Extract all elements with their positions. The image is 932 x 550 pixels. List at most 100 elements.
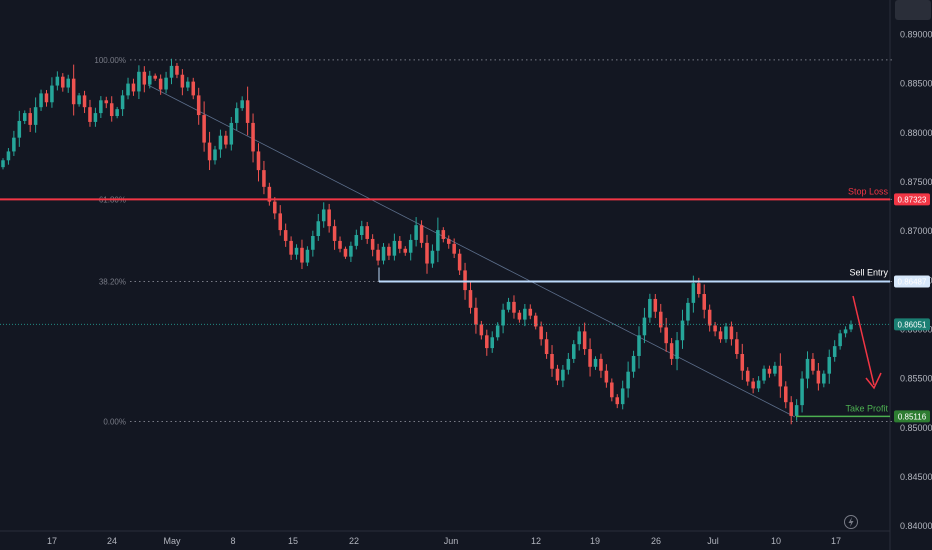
candle-body [262, 170, 266, 187]
candle-body [349, 245, 353, 257]
candle-body [572, 344, 576, 359]
candle-body [39, 93, 43, 108]
candle-body [175, 65, 179, 75]
trend-line-segment[interactable] [147, 84, 796, 418]
candle-body [620, 388, 625, 405]
forecast-arrow[interactable] [852, 295, 882, 390]
candle-body [528, 308, 533, 316]
candle-body [354, 235, 359, 246]
candle-body [490, 337, 494, 349]
candle-body [403, 248, 408, 253]
candle-body [832, 346, 837, 357]
candle-body [784, 386, 788, 403]
price-tick-label: 0.87500 [900, 177, 932, 187]
candle-body [615, 397, 620, 405]
top-right-button[interactable] [895, 0, 931, 20]
candle-body [691, 283, 696, 303]
fib-level-label: 38.20% [99, 278, 126, 287]
candle-body [93, 113, 98, 122]
candle-body [381, 246, 386, 261]
candle-body [626, 371, 630, 389]
fib-level-label: 100.00% [94, 56, 126, 65]
candle-body [849, 324, 853, 330]
candle-body [555, 368, 560, 381]
candle-body [332, 226, 337, 241]
current-price-badge: 0.86051 [898, 320, 927, 329]
lightning-icon-bolt [848, 517, 854, 527]
candle-body [436, 230, 440, 251]
candle-body [729, 326, 734, 340]
time-axis[interactable]: 17 24 May 8 15 22 Jun 12 19 26 Jul 10 17 [47, 536, 841, 546]
candle-body [186, 81, 190, 88]
candle-body [398, 240, 402, 249]
candle-body [648, 298, 652, 318]
arrow-head [865, 372, 882, 390]
sell-entry-label: Sell Entry [849, 268, 888, 278]
candle-body [360, 226, 364, 236]
candle-body [17, 120, 22, 138]
candle-body [599, 358, 603, 371]
lightning-icon[interactable] [844, 515, 858, 529]
price-tick-label: 0.84000 [900, 521, 932, 531]
candle-body [294, 247, 299, 255]
time-tick-label: Jul [707, 536, 719, 546]
candle-body [77, 95, 81, 105]
candle-body [789, 402, 793, 416]
candle-body [686, 302, 690, 321]
candle-body [658, 311, 663, 328]
candle-body [773, 365, 777, 374]
price-tick-label: 0.88500 [900, 79, 932, 89]
candle-body [495, 325, 500, 338]
candle-body [229, 122, 234, 145]
candle-body [50, 85, 54, 103]
candle-body [88, 107, 92, 122]
candle-body [680, 320, 685, 341]
candle-body [419, 225, 424, 243]
candle-body [278, 213, 282, 231]
candle-body [338, 240, 342, 249]
candle-body [631, 355, 636, 372]
candle-body [153, 75, 157, 79]
candle-body [365, 226, 369, 239]
candle-body [300, 247, 304, 263]
price-tick-label: 0.84500 [900, 472, 932, 482]
sell-entry-price-badge: 0.86487 [898, 278, 927, 287]
current-price-badge-bg [894, 318, 930, 331]
candle-body [387, 246, 391, 256]
candle-body [126, 83, 130, 96]
candle-body [669, 343, 674, 359]
candle-body [316, 221, 321, 236]
candle-body [838, 333, 842, 347]
candle-body [827, 356, 832, 374]
time-tick-label: 22 [349, 536, 359, 546]
candle-body [376, 249, 380, 261]
stop-loss-label: Stop Loss [848, 186, 889, 196]
candle-body [142, 71, 147, 85]
candle-body [675, 340, 679, 359]
candle-body [28, 113, 32, 125]
candle-body [66, 78, 70, 88]
candle-body [566, 358, 571, 370]
candle-body [702, 294, 706, 310]
candle-body [501, 309, 505, 326]
candle-body [811, 358, 815, 371]
candle-body [610, 382, 614, 398]
candle-body [485, 335, 489, 349]
price-tick-label: 0.87000 [900, 226, 932, 236]
top-right-button-bg[interactable] [895, 0, 931, 20]
candle-body [544, 339, 549, 354]
candle-body [196, 95, 201, 116]
candle-body [120, 95, 125, 110]
trend-line[interactable] [147, 84, 796, 418]
candle-body [713, 325, 717, 332]
candle-body [104, 100, 109, 104]
candle-body [474, 307, 478, 325]
candle-body [577, 331, 581, 345]
time-tick-label: 17 [47, 536, 57, 546]
candle-body [561, 369, 565, 381]
trade-levels[interactable]: Stop Loss Sell Entry Take Profit 0.87323 0.8… [0, 186, 930, 423]
candle-body [452, 243, 456, 254]
price-tick-label: 0.85000 [900, 423, 932, 433]
candle-body [131, 83, 136, 92]
